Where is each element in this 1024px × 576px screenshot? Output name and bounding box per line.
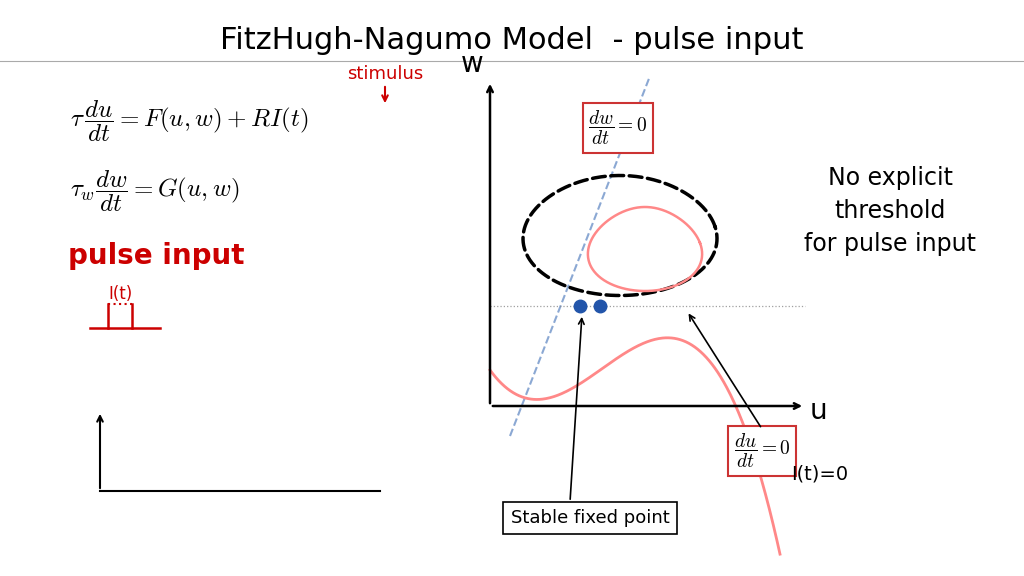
- Text: $\tau_w \dfrac{dw}{dt} = G(u,w)$: $\tau_w \dfrac{dw}{dt} = G(u,w)$: [70, 168, 240, 214]
- Text: I(t): I(t): [108, 285, 132, 303]
- Text: I(t)=0: I(t)=0: [792, 464, 849, 483]
- Text: w: w: [461, 50, 483, 78]
- Text: FitzHugh-Nagumo Model  - pulse input: FitzHugh-Nagumo Model - pulse input: [220, 26, 804, 55]
- Text: No explicit
threshold
for pulse input: No explicit threshold for pulse input: [804, 165, 976, 256]
- Text: Stable fixed point: Stable fixed point: [511, 509, 670, 527]
- Text: u: u: [810, 397, 827, 425]
- Text: pulse input: pulse input: [68, 242, 245, 270]
- Text: $\dfrac{dw}{dt} = 0$: $\dfrac{dw}{dt} = 0$: [589, 109, 647, 147]
- Text: stimulus: stimulus: [347, 65, 423, 83]
- Text: $\dfrac{du}{dt} = 0$: $\dfrac{du}{dt} = 0$: [734, 432, 791, 470]
- Text: $\tau \,\dfrac{du}{dt} = F(u,w) + RI(t)$: $\tau \,\dfrac{du}{dt} = F(u,w) + RI(t)$: [70, 98, 308, 144]
